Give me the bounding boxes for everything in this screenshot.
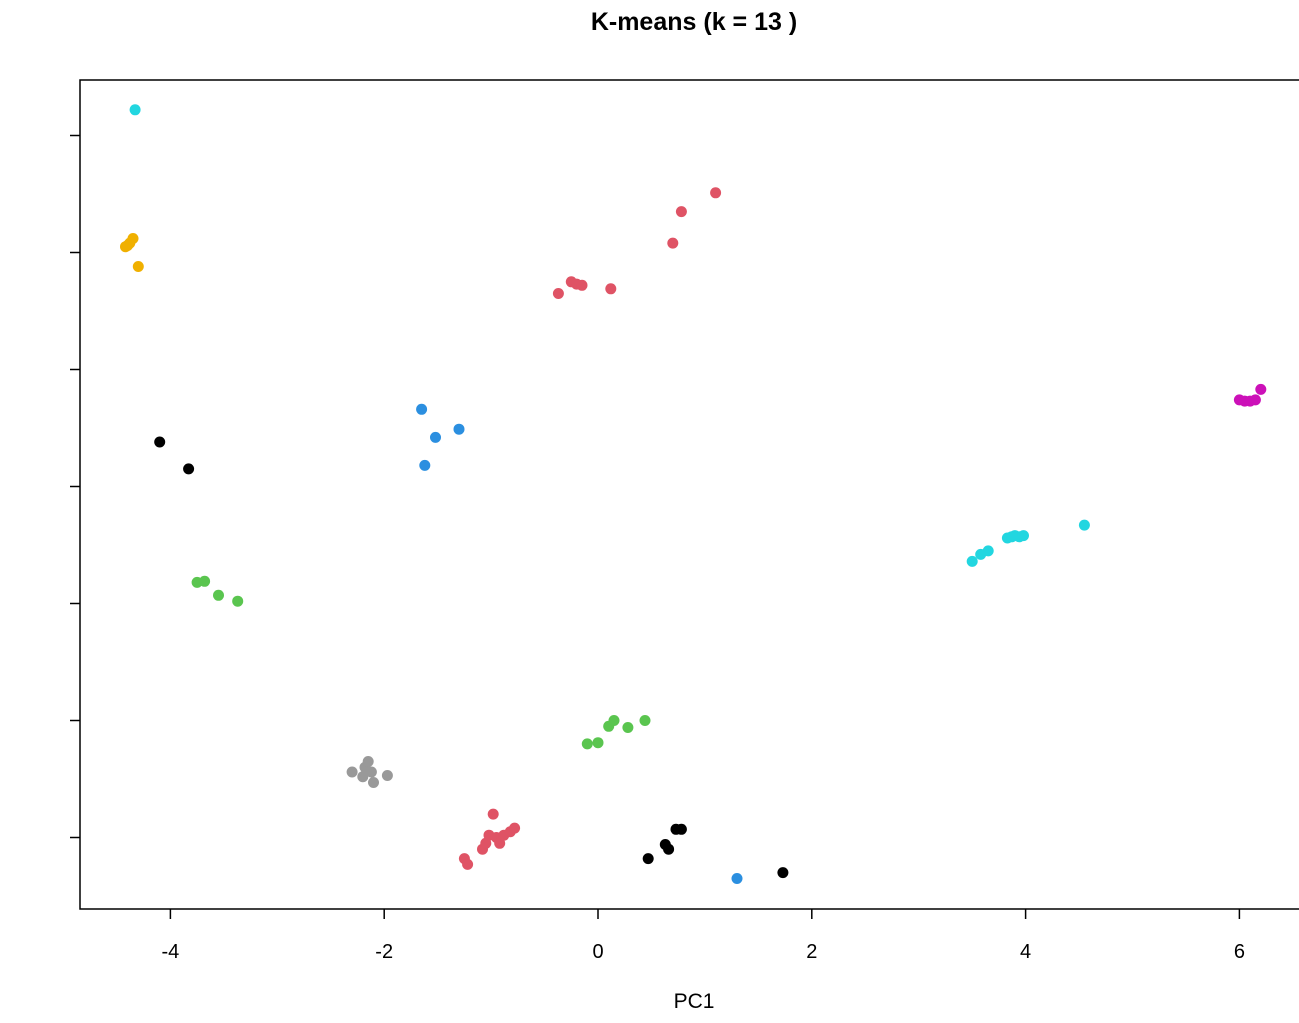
data-point [605,283,617,295]
data-point [357,771,369,783]
data-point [122,240,134,251]
data-point [132,261,144,272]
data-point [675,823,687,835]
data-point [608,715,620,726]
data-point [494,837,506,849]
data-point [365,766,377,778]
data-point [430,431,441,443]
data-point [639,715,651,726]
data-point [966,555,978,567]
data-point [487,808,499,820]
x-tick-label: 0 [592,941,603,963]
data-point [731,873,743,884]
data-point [419,459,431,471]
data-point [581,738,593,750]
x-tick-label: -2 [375,941,393,963]
data-point [183,463,195,475]
data-point [1249,394,1261,406]
data-point [710,187,722,199]
x-tick-label: -4 [162,941,180,963]
data-point [663,843,675,855]
x-tick-label: 6 [1234,941,1245,963]
data-point [552,288,564,299]
data-point [462,858,474,870]
data-point [675,206,687,218]
data-point [1018,530,1029,542]
axes: -4 -2 0 2 4 6 [70,79,1299,963]
data-point [509,822,521,834]
data-point [576,279,588,291]
data-point [622,722,634,733]
data-point [381,770,393,781]
data-point [416,403,428,415]
x-axis-label: PC1 [673,990,715,1013]
data-point [642,853,654,865]
data-point [667,237,679,249]
data-point [232,595,244,607]
data-point [982,545,994,557]
data-points [120,104,1267,884]
data-point [362,756,374,767]
data-point [1078,519,1090,531]
data-point [368,777,379,788]
data-point [346,766,358,778]
data-point [777,867,789,879]
data-point [592,737,604,749]
chart-title: K-means (k = 13 ) [590,8,798,36]
data-point [213,589,224,601]
plot-frame [79,79,1299,910]
data-point [154,436,166,448]
data-point [453,423,465,435]
x-tick-label: 2 [806,941,817,963]
data-point [199,575,211,587]
data-point [129,104,141,116]
data-point [1255,383,1267,395]
x-tick-label: 4 [1020,941,1031,963]
